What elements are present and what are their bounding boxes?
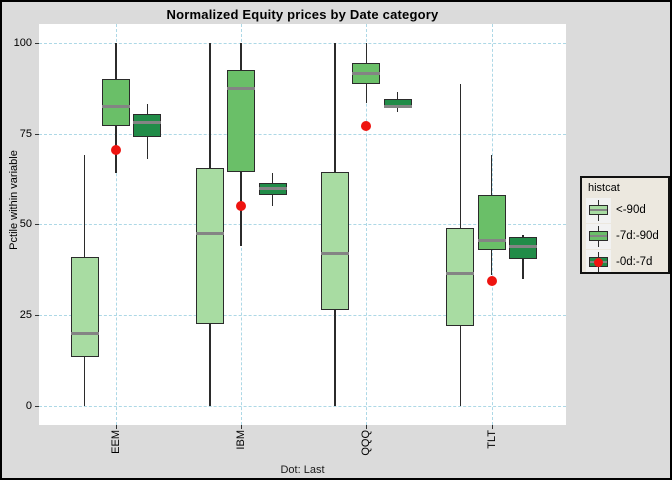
last-value-dot bbox=[361, 121, 372, 132]
x-tick-label: EEM bbox=[110, 430, 122, 454]
legend-key-boxplot-icon bbox=[586, 223, 611, 249]
median-line bbox=[508, 244, 537, 248]
caption-dot-last: Dot: Last bbox=[280, 464, 325, 476]
legend: histcat <-90d -7d:-90d bbox=[580, 176, 670, 274]
grid-line-horizontal bbox=[39, 315, 566, 317]
plot-panel bbox=[39, 24, 566, 425]
box-eem-1 bbox=[70, 257, 99, 357]
x-tick-mark bbox=[366, 425, 368, 429]
x-tick-mark bbox=[491, 425, 493, 429]
median-line bbox=[133, 121, 162, 125]
box-ibm-1 bbox=[195, 168, 224, 325]
legend-entry: -0d:-7d bbox=[586, 249, 664, 272]
last-value-dot bbox=[236, 201, 247, 212]
x-tick-mark bbox=[116, 425, 117, 429]
last-value-dot-icon bbox=[594, 257, 603, 267]
box-eem-2 bbox=[102, 79, 130, 127]
grid-line-horizontal bbox=[39, 224, 566, 226]
x-tick-label: IBM bbox=[235, 430, 248, 450]
median-line-icon bbox=[590, 209, 607, 211]
y-tick-label: 50 bbox=[19, 218, 32, 231]
median-line bbox=[227, 86, 256, 90]
legend-key-box bbox=[589, 231, 608, 241]
legend-entry-label: -7d:-90d bbox=[616, 230, 659, 242]
median-line bbox=[477, 239, 506, 243]
grid-line-horizontal bbox=[39, 133, 566, 135]
legend-entry-label: -0d:-7d bbox=[616, 256, 653, 268]
x-tick-mark bbox=[241, 425, 243, 429]
y-tick-label: 100 bbox=[13, 36, 32, 49]
y-axis-label: Pctile within variable bbox=[8, 150, 20, 250]
legend-key-boxplot-icon bbox=[586, 197, 611, 223]
legend-entry: <-90d bbox=[586, 197, 664, 223]
legend-entry: -7d:-90d bbox=[586, 223, 664, 249]
legend-key-box bbox=[589, 205, 608, 215]
y-tick-label: 25 bbox=[19, 309, 32, 322]
x-tick-label: TLT bbox=[485, 430, 498, 449]
y-tick-label: 0 bbox=[25, 400, 32, 412]
box-eem-3 bbox=[133, 113, 162, 138]
y-tick-label: 75 bbox=[19, 127, 32, 140]
y-tick-mark bbox=[35, 224, 39, 226]
y-tick-mark bbox=[35, 315, 39, 317]
chart-title: Normalized Equity prices by Date categor… bbox=[166, 7, 439, 22]
legend-key-boxplot-icon bbox=[586, 249, 611, 272]
box-ibm-2 bbox=[227, 69, 256, 172]
box-tlt-3 bbox=[508, 237, 537, 259]
grid-line-horizontal bbox=[39, 406, 566, 407]
y-tick-mark bbox=[35, 406, 39, 407]
last-value-dot bbox=[486, 275, 497, 286]
median-line bbox=[352, 72, 381, 76]
median-line bbox=[70, 331, 99, 335]
legend-entry-label: <-90d bbox=[616, 204, 646, 216]
median-line bbox=[321, 251, 350, 255]
median-line bbox=[383, 104, 412, 108]
median-line bbox=[195, 231, 224, 235]
x-tick-label: QQQ bbox=[360, 430, 373, 456]
y-tick-mark bbox=[35, 42, 39, 44]
median-line bbox=[446, 271, 475, 275]
box-qqq-1 bbox=[321, 171, 350, 310]
grid-line-horizontal bbox=[39, 42, 566, 44]
median-line-icon bbox=[590, 235, 607, 237]
y-tick-mark bbox=[35, 133, 39, 135]
last-value-dot bbox=[111, 144, 121, 155]
legend-title: histcat bbox=[588, 182, 620, 194]
median-line bbox=[258, 186, 287, 190]
box-tlt-1 bbox=[446, 227, 475, 327]
median-line bbox=[102, 104, 130, 108]
